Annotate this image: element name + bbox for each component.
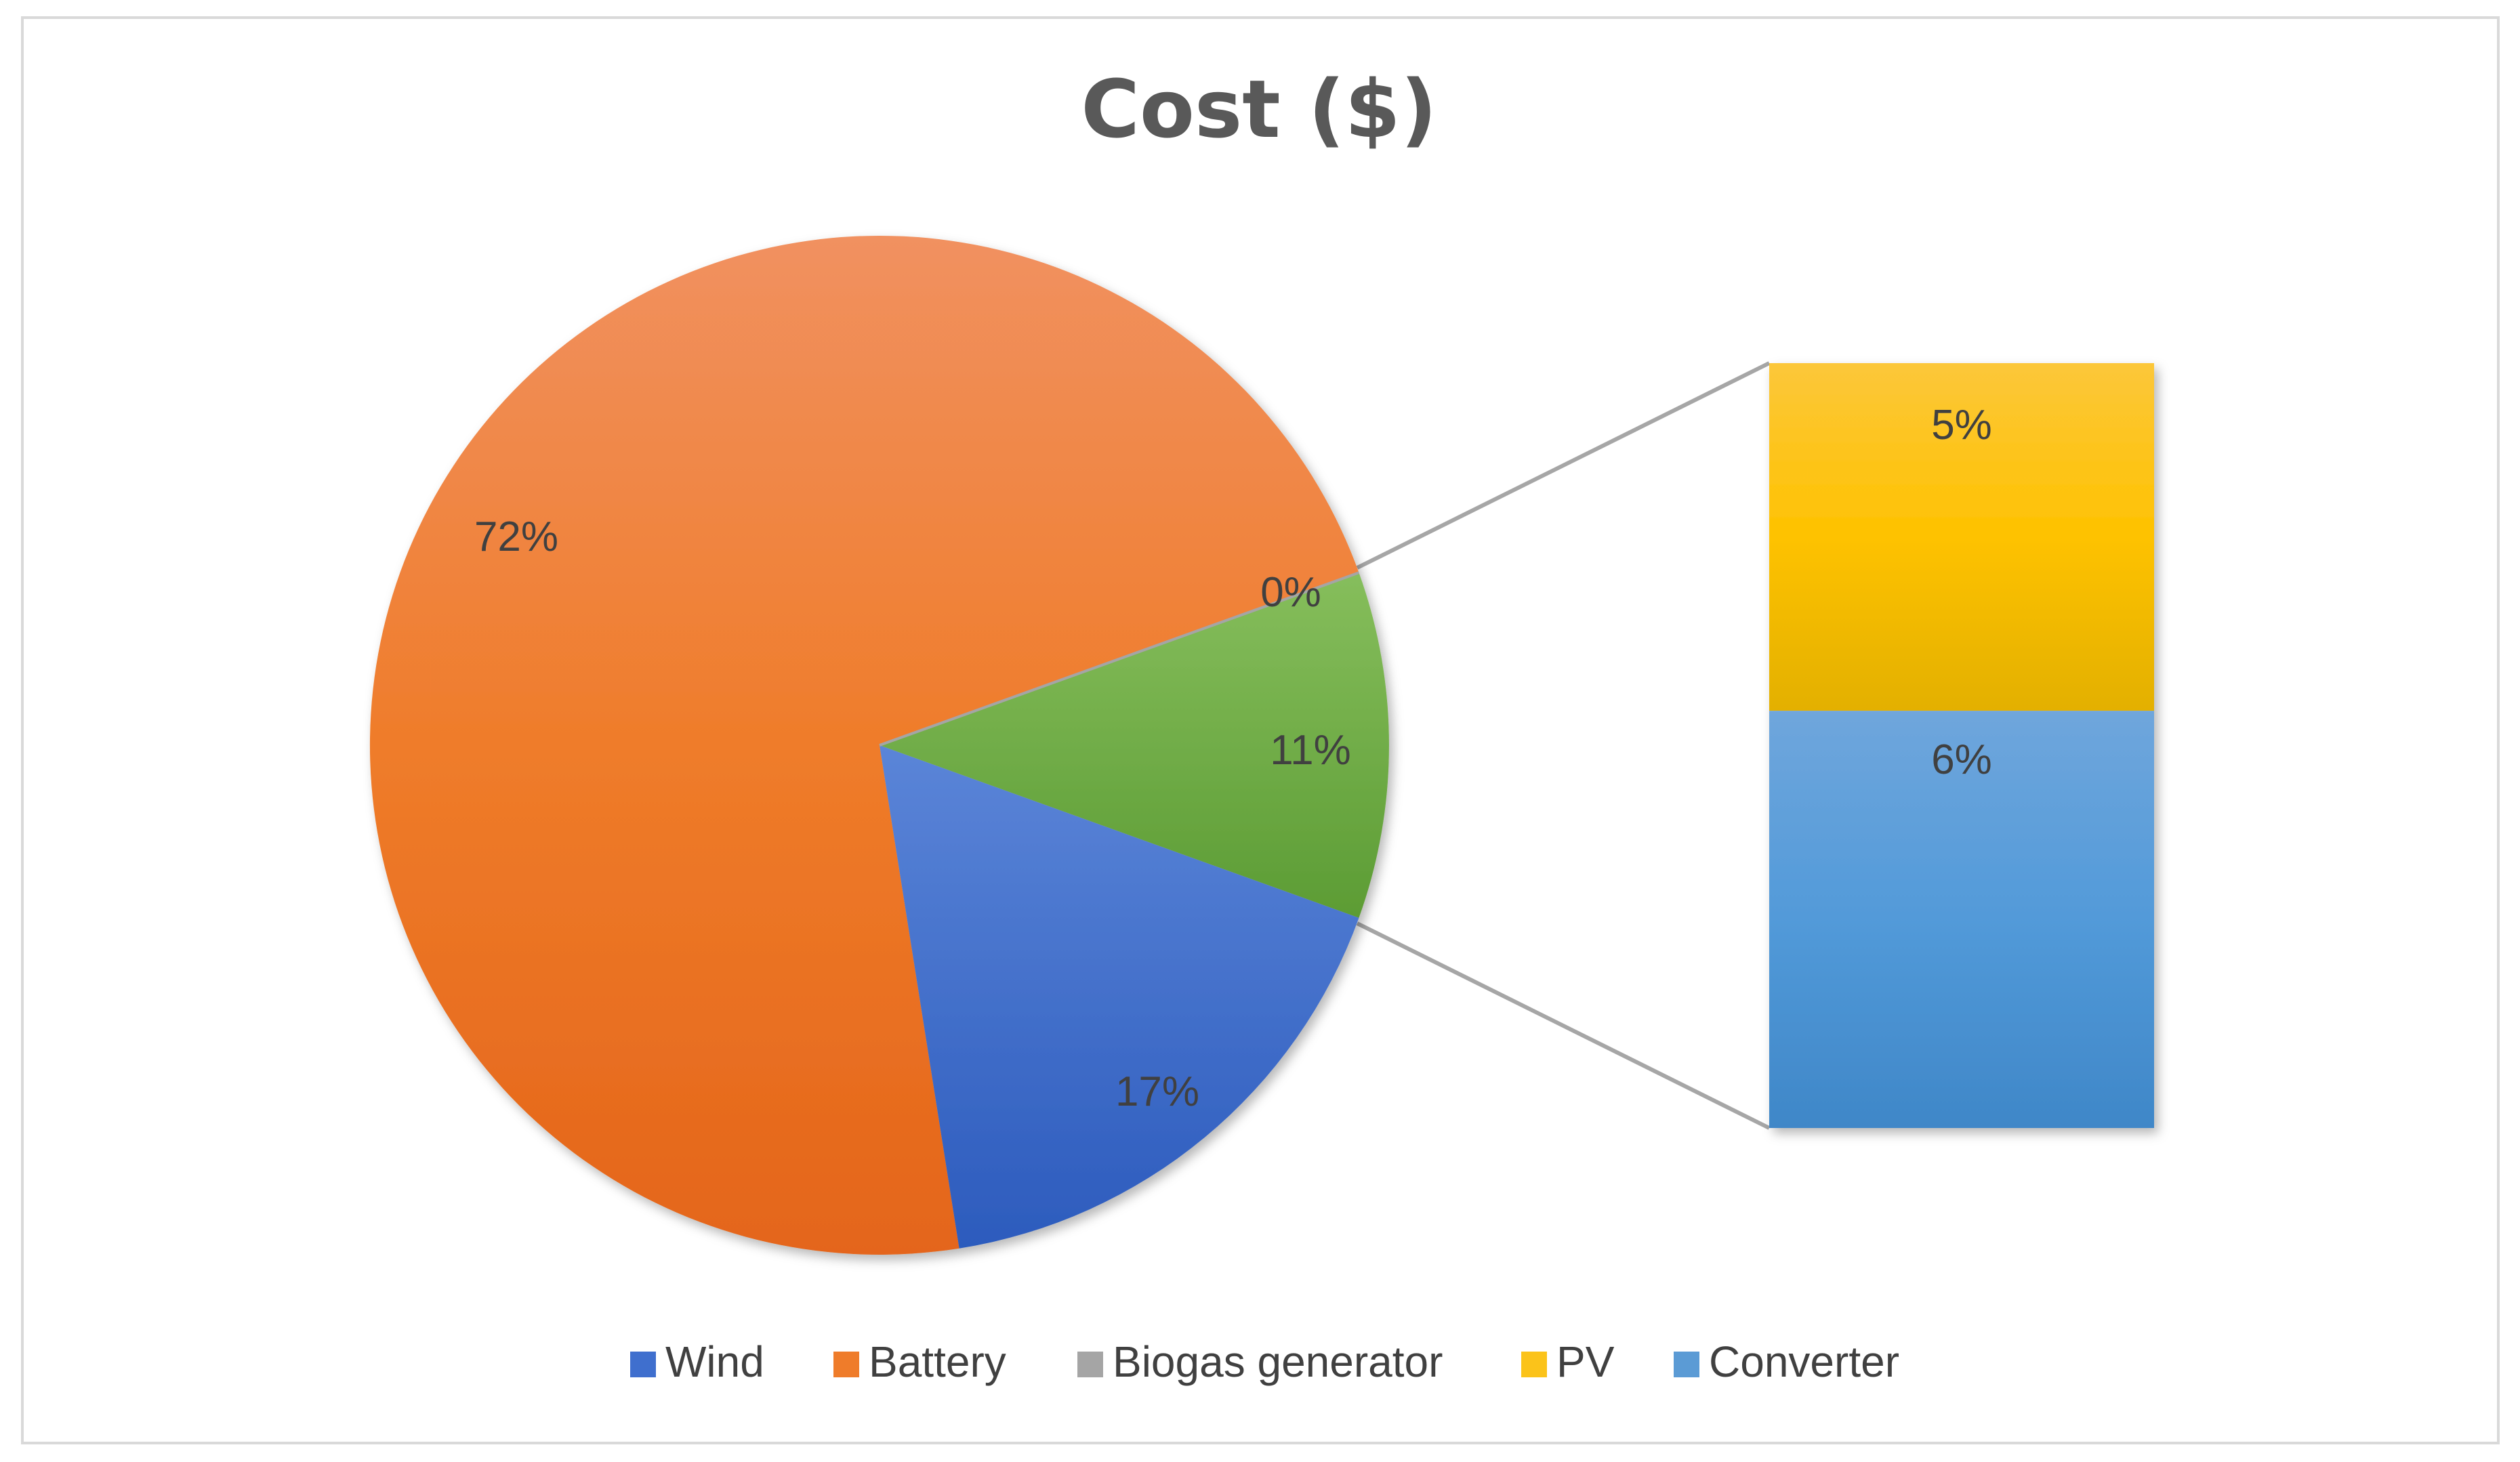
pie-slice-wind [880,745,1359,1249]
data-label-wind: 17% [1115,1068,1199,1115]
data-label-biogas-generator: 0% [1260,569,1321,616]
bar-segment-pv [1769,363,2154,711]
data-label-other: 11% [1270,727,1351,774]
legend-swatch [1077,1352,1103,1377]
pie-slice-biogas-generator [879,571,1360,747]
legend-item-biogas-generator: Biogas generator [1077,1337,1443,1386]
legend-swatch [1521,1352,1547,1377]
data-label-pv: 5% [1931,402,1992,448]
legend-swatch [833,1352,859,1377]
legend-label: Battery [869,1337,1006,1386]
legend: Wind Battery Biogas generator PV Converter [630,1337,1899,1386]
pie-group [369,235,1389,1255]
chart-title: Cost ($) [1081,62,1437,156]
legend-item-battery: Battery [833,1337,1006,1386]
legend-item-converter: Converter [1674,1337,1899,1386]
secondary-bar-group [1769,363,2154,1128]
legend-swatch [1674,1352,1699,1377]
legend-swatch [630,1352,656,1377]
data-label-converter: 6% [1931,736,1992,783]
legend-label: Biogas generator [1113,1337,1443,1386]
bar-segment-converter [1769,711,2154,1128]
legend-label: PV [1556,1337,1615,1386]
legend-item-wind: Wind [630,1337,764,1386]
pie-slice-other [880,572,1389,918]
connector-line-bottom [1356,921,1771,1130]
legend-label: Wind [665,1337,764,1386]
pie-slice-battery [369,235,1359,1255]
data-label-battery: 72% [474,514,558,560]
connector-line-top [1356,361,1771,570]
legend-label: Converter [1709,1337,1899,1386]
legend-item-pv: PV [1521,1337,1615,1386]
